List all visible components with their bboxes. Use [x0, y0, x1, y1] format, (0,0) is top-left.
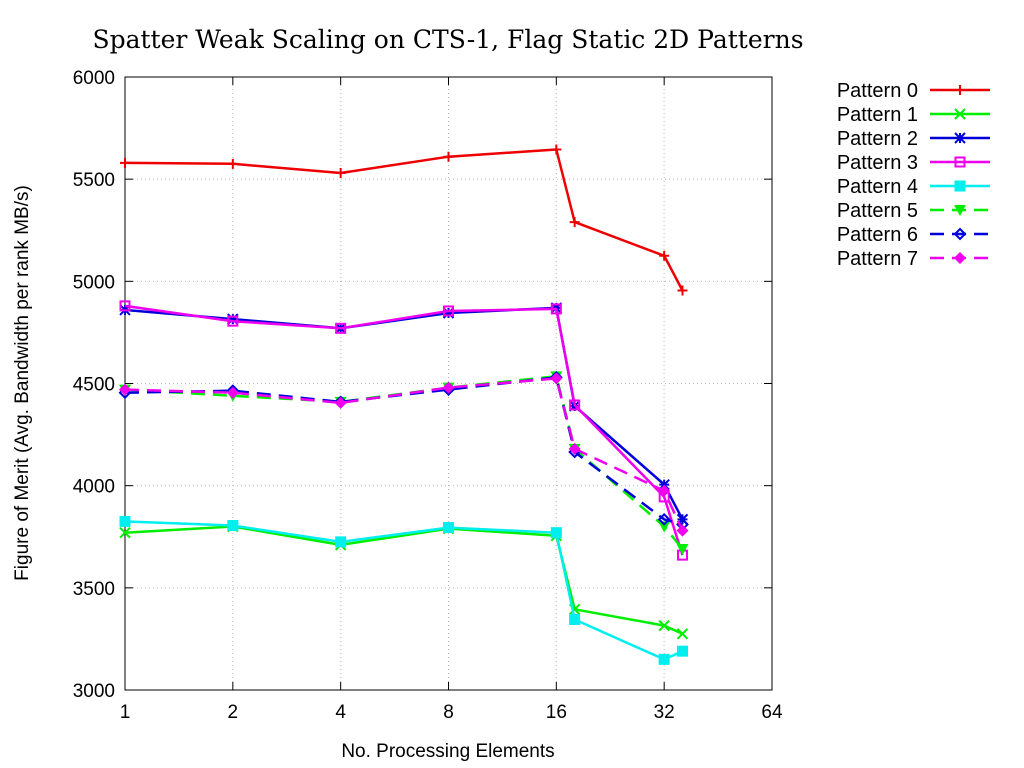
legend-marker — [954, 108, 966, 120]
legend-marker — [953, 227, 967, 241]
data-point — [676, 544, 689, 556]
data-point — [658, 619, 670, 632]
series-pattern-2 — [119, 302, 689, 526]
legend-marker — [954, 252, 966, 264]
series-pattern-0 — [120, 144, 688, 296]
legend-label: Pattern 7 — [837, 248, 918, 270]
legend-entry: Pattern 7 — [837, 248, 990, 270]
legend-label: Pattern 2 — [837, 128, 918, 150]
y-axis-label: Figure of Merit (Avg. Bandwidth per rank… — [12, 185, 33, 581]
data-point — [658, 478, 670, 491]
legend-label: Pattern 3 — [837, 152, 918, 174]
series-line — [124, 306, 684, 520]
data-point — [120, 157, 130, 168]
data-point — [657, 512, 671, 526]
series-pattern-7 — [119, 372, 689, 537]
data-point — [551, 144, 562, 155]
y-tick-label: 5500 — [73, 170, 115, 191]
chart-title: Spatter Weak Scaling on CTS-1, Flag Stat… — [92, 25, 803, 54]
legend-entry: Pattern 3 — [837, 152, 990, 174]
series-line — [124, 376, 683, 526]
data-point — [119, 383, 131, 396]
legend-entry: Pattern 1 — [837, 104, 990, 126]
legend-label: Pattern 1 — [837, 104, 918, 126]
data-point — [569, 217, 580, 228]
x-tick-label: 16 — [546, 702, 567, 723]
x-tick-label: 8 — [443, 702, 454, 723]
data-point — [658, 653, 670, 665]
data-point — [550, 372, 563, 385]
data-point — [442, 307, 455, 319]
legend-label: Pattern 5 — [837, 200, 918, 222]
series-line — [124, 304, 684, 556]
series-layer — [118, 144, 689, 665]
data-point — [550, 527, 562, 539]
data-point — [659, 250, 670, 261]
x-tick-label: 64 — [761, 702, 783, 723]
x-tick-label: 32 — [654, 702, 675, 723]
data-point — [335, 168, 346, 179]
series-pattern-4 — [119, 515, 688, 665]
y-tick-label: 3500 — [73, 579, 115, 600]
series-line — [124, 525, 684, 635]
y-tick-label: 3000 — [73, 681, 115, 702]
legend-marker — [954, 205, 966, 216]
legend-entry: Pattern 4 — [837, 176, 990, 198]
legend-entry: Pattern 2 — [837, 128, 990, 150]
legend-entry: Pattern 6 — [837, 224, 990, 246]
y-tick-label: 6000 — [73, 68, 115, 89]
data-point — [550, 303, 562, 315]
data-point — [226, 386, 239, 399]
series-line — [124, 148, 684, 292]
x-tick-label: 1 — [120, 702, 131, 723]
x-tick-label: 2 — [228, 702, 239, 723]
data-point — [227, 520, 239, 532]
data-point — [119, 526, 131, 539]
series-pattern-3 — [119, 300, 688, 561]
data-point — [443, 305, 454, 317]
series-line — [124, 375, 684, 550]
data-point — [443, 151, 454, 162]
data-point — [676, 628, 689, 640]
data-point — [334, 396, 347, 409]
legend-entry: Pattern 0 — [837, 80, 990, 102]
data-point — [676, 645, 688, 657]
series-pattern-1 — [119, 520, 689, 640]
axis-ticks: 1 2 4 8 16 32 64 3000 3500 4000 4500 5000 5500 6000 — [73, 68, 783, 723]
data-point — [119, 515, 131, 527]
legend-label: Pattern 4 — [837, 176, 918, 198]
data-point — [335, 322, 347, 334]
data-point — [677, 285, 688, 296]
legend-marker — [954, 180, 966, 192]
data-point — [569, 399, 581, 411]
legend-marker — [954, 132, 966, 144]
legend-label: Pattern 6 — [837, 224, 918, 246]
data-point — [658, 484, 671, 497]
legend-marker — [954, 156, 966, 168]
data-point — [568, 442, 581, 455]
data-point — [119, 300, 131, 312]
data-point — [227, 158, 238, 169]
data-point — [442, 381, 455, 394]
legend-entry: Pattern 5 — [837, 200, 990, 222]
series-pattern-6 — [118, 370, 689, 531]
data-point — [676, 524, 689, 537]
y-tick-label: 4500 — [73, 375, 115, 396]
y-tick-label: 5000 — [73, 272, 115, 293]
legend-marker — [955, 85, 965, 95]
data-point — [227, 313, 239, 325]
y-tick-label: 4000 — [73, 477, 115, 498]
x-axis-label: No. Processing Elements — [341, 741, 554, 762]
series-line — [124, 520, 684, 661]
series-line — [124, 377, 684, 532]
data-point — [443, 522, 454, 534]
data-point — [227, 315, 239, 327]
data-point — [658, 521, 671, 533]
data-point — [335, 536, 347, 548]
legend-label: Pattern 0 — [837, 80, 918, 102]
data-point — [569, 614, 581, 626]
x-tick-label: 4 — [335, 702, 346, 723]
